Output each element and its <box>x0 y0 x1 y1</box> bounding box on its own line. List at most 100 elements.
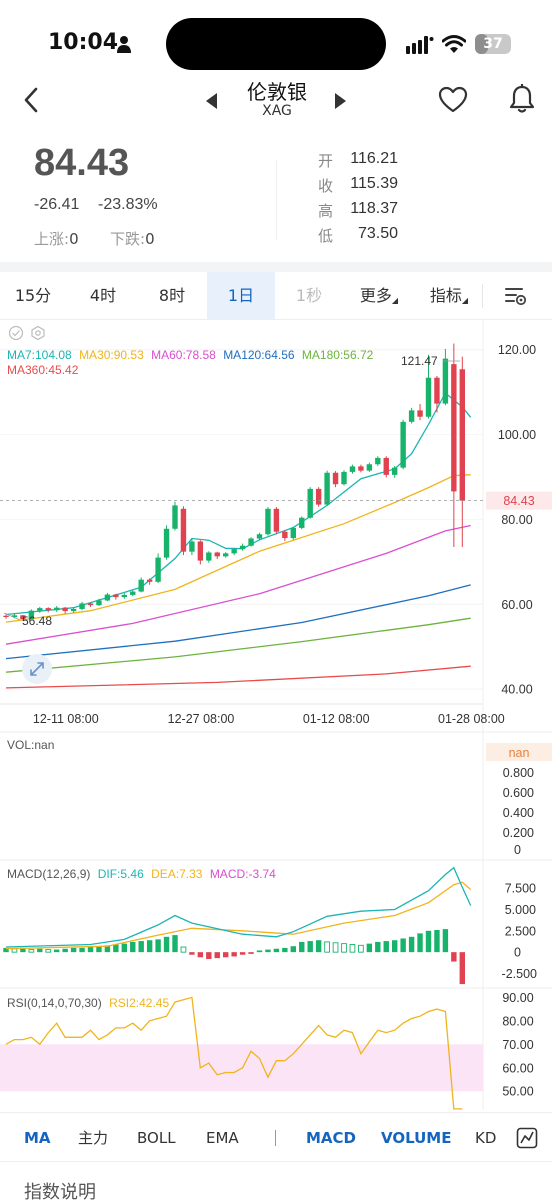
ma60-line <box>5 524 471 645</box>
indicator-tab-macd[interactable]: MACD <box>306 1129 356 1147</box>
ma120-legend: MA120:64.56 <box>223 348 295 362</box>
macd-bar <box>130 941 136 953</box>
symbol-code: XAG <box>262 103 292 119</box>
macd-bar <box>37 948 43 953</box>
prev-symbol-icon[interactable] <box>204 92 220 110</box>
macd-bar <box>28 949 35 953</box>
macd-dif-legend: DIF:5.46 <box>98 867 144 881</box>
indicator-tab-ma[interactable]: MA <box>24 1129 51 1147</box>
macd-y-tick: -2.500 <box>502 967 537 981</box>
rsi-line <box>5 996 463 1110</box>
macd-bar <box>223 952 229 958</box>
candle-body <box>332 472 339 485</box>
rsi-y-tick: 90.00 <box>502 991 533 1005</box>
tab-8h[interactable]: 8时 <box>158 286 186 305</box>
candle-body <box>96 600 102 606</box>
candle-body <box>383 457 389 475</box>
back-icon[interactable] <box>18 84 46 116</box>
candle-body <box>417 410 423 417</box>
down-count-value: 0 <box>145 230 155 248</box>
macd-bar <box>307 941 313 953</box>
candle-body <box>239 545 246 550</box>
status-bar: 10:04 37 <box>0 0 552 70</box>
tab-indicator[interactable]: 指标◢ <box>414 272 484 320</box>
indicator-explanation-link[interactable]: 指数说明 <box>24 1182 96 1200</box>
indicator-tab-ema[interactable]: EMA <box>206 1129 239 1147</box>
tab-15m[interactable]: 15分 <box>14 286 52 305</box>
price-change-pct: -23.83% <box>98 196 158 213</box>
candle-body <box>358 466 364 471</box>
candle-body <box>155 557 161 582</box>
last-price-badge-label: 84.43 <box>503 494 534 508</box>
y-tick-label: 60.00 <box>501 598 532 612</box>
macd-bar <box>155 939 161 953</box>
macd-bar <box>54 949 60 953</box>
eye-toggle-icon[interactable] <box>8 325 24 341</box>
rsi-y-tick: 50.00 <box>502 1085 533 1099</box>
last-price: 84.43 <box>34 142 130 184</box>
macd-bar <box>349 944 356 953</box>
candle-body <box>400 421 406 468</box>
ma120-line <box>5 584 471 660</box>
candle-body <box>214 552 220 557</box>
indicator-settings-icon[interactable] <box>31 325 45 341</box>
volume-y-tick: 0.600 <box>503 786 534 800</box>
volume-y-tick: 0 <box>514 843 521 857</box>
bell-icon[interactable] <box>508 84 536 114</box>
low-marker-line <box>3 612 21 621</box>
macd-bar <box>3 947 9 953</box>
macd-bar <box>79 947 85 953</box>
fullscreen-icon[interactable] <box>22 654 52 684</box>
tab-more-label: 更多 <box>359 286 392 305</box>
candle-body <box>324 472 330 505</box>
kline-chart[interactable]: MA7:104.08 MA30:90.53 MA60:78.58 MA120:6… <box>0 320 552 1110</box>
chart-type-icon[interactable] <box>516 1127 538 1149</box>
rsi-y-tick: 80.00 <box>502 1014 533 1028</box>
next-symbol-icon[interactable] <box>332 92 348 110</box>
candle-body <box>79 603 85 609</box>
x-tick-label: 12-27 08:00 <box>168 712 235 726</box>
candle-body <box>341 471 347 485</box>
candle-body <box>223 553 229 557</box>
candle-body <box>121 594 127 598</box>
wifi-icon <box>442 35 466 53</box>
main-grid <box>0 349 483 690</box>
volume-y-tick: 0.200 <box>503 826 534 840</box>
tab-4h[interactable]: 4时 <box>89 286 117 305</box>
macd-bar <box>366 943 373 953</box>
tab-1d[interactable]: 1日 <box>207 272 275 320</box>
macd-bar <box>239 952 246 955</box>
macd-bar <box>96 946 102 953</box>
macd-bar <box>197 952 204 958</box>
macd-bar <box>392 940 398 953</box>
rsi-y-axis: 90.00 80.00 70.00 60.00 50.00 <box>502 991 533 1099</box>
indicator-tab-boll[interactable]: BOLL <box>137 1129 176 1147</box>
up-count-value: 0 <box>69 230 79 248</box>
candle-body <box>349 466 356 472</box>
chart-settings-icon[interactable] <box>505 286 527 306</box>
high-label: 高 <box>318 202 334 220</box>
volume-label: VOL:nan <box>7 738 54 752</box>
macd-y-axis: 7.500 5.000 2.500 0 -2.500 <box>502 882 537 981</box>
heart-icon[interactable] <box>438 86 468 114</box>
indicator-tab-volume[interactable]: VOLUME <box>381 1129 452 1147</box>
macd-bar <box>172 935 178 953</box>
rsi-legend: RSI(0,14,0,70,30) RSI2:42.45 <box>7 996 169 1010</box>
ma180-legend: MA180:56.72 <box>302 348 374 362</box>
macd-bar <box>180 946 187 953</box>
ma180-line <box>5 617 471 673</box>
indicator-tab-kd[interactable]: KD <box>475 1129 497 1147</box>
candle-body <box>282 531 288 539</box>
ma7-legend: MA7:104.08 <box>7 348 72 362</box>
tab-1s[interactable]: 1秒 <box>295 286 323 305</box>
macd-bar <box>113 944 119 953</box>
tab-more[interactable]: 更多◢ <box>344 272 414 320</box>
open-label: 开 <box>318 152 334 170</box>
nav-header: 伦敦银 XAG <box>0 70 552 134</box>
macd-bar <box>273 948 280 953</box>
macd-bar <box>434 929 440 953</box>
candle-body <box>197 541 204 561</box>
candle-body <box>375 457 381 465</box>
candle-body <box>256 534 263 539</box>
indicator-tab-main[interactable]: 主力 <box>78 1129 109 1147</box>
